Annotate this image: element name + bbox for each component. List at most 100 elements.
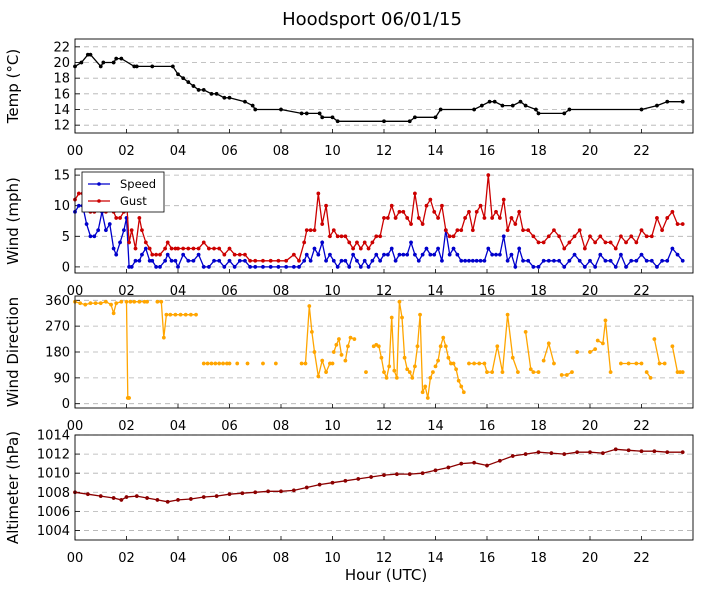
data-point-gust — [227, 246, 232, 251]
data-point-speed — [154, 264, 159, 269]
data-point-speed — [243, 258, 247, 263]
data-point-temperature — [492, 99, 497, 104]
data-point-altimeter — [155, 497, 160, 502]
data-point-direction — [446, 355, 451, 360]
data-point-gust — [405, 215, 410, 220]
data-point-direction — [559, 373, 564, 377]
data-point-gust — [494, 209, 498, 214]
x-tick-label: 16 — [479, 419, 496, 434]
series-line-altimeter — [74, 448, 683, 503]
data-point-gust — [509, 215, 514, 220]
data-point-speed — [232, 264, 237, 269]
data-point-temperature — [320, 115, 325, 120]
data-point-speed — [494, 252, 498, 257]
data-point-speed — [447, 252, 452, 257]
data-point-gust — [212, 246, 217, 251]
data-point-speed — [308, 258, 313, 263]
data-point-gust — [562, 246, 567, 251]
data-point-altimeter — [119, 497, 124, 502]
data-point-temperature — [101, 60, 106, 65]
data-point-speed — [531, 264, 536, 269]
data-point-direction — [451, 361, 456, 366]
data-point-gust — [385, 215, 390, 220]
data-point-direction — [387, 364, 392, 369]
data-point-speed — [501, 234, 506, 239]
data-point-gust — [463, 215, 468, 220]
series-line-direction — [333, 336, 343, 356]
data-point-altimeter — [523, 452, 528, 457]
data-point-temperature — [510, 103, 515, 108]
data-point-gust — [297, 258, 301, 263]
data-point-speed — [137, 258, 142, 263]
x-tick-label: 22 — [633, 419, 650, 434]
data-point-altimeter — [304, 485, 309, 490]
data-point-gust — [253, 258, 258, 263]
x-tick-label: 08 — [273, 144, 290, 159]
data-point-direction — [570, 370, 574, 375]
data-point-direction — [433, 364, 438, 369]
data-point-altimeter — [497, 458, 502, 463]
data-point-temperature — [639, 107, 644, 112]
data-point-speed — [355, 258, 359, 263]
data-point-temperature — [279, 107, 283, 112]
data-point-direction — [459, 384, 464, 389]
data-point-temperature — [243, 99, 247, 104]
data-point-gust — [482, 215, 487, 220]
x-tick-label: 18 — [530, 144, 547, 159]
data-point-speed — [237, 258, 242, 263]
data-point-speed — [378, 258, 383, 263]
data-point-gust — [649, 234, 654, 239]
data-point-gust — [154, 252, 159, 257]
data-point-gust — [541, 240, 546, 245]
series-line-direction — [597, 320, 612, 373]
data-point-speed — [339, 258, 344, 263]
data-point-direction — [595, 338, 600, 343]
data-point-direction — [394, 375, 399, 380]
data-point-speed — [432, 252, 437, 257]
data-point-speed — [206, 264, 211, 269]
data-point-gust — [320, 222, 325, 227]
data-point-altimeter — [98, 494, 103, 499]
data-point-speed — [393, 258, 398, 263]
data-point-gust — [196, 246, 201, 251]
data-point-direction — [536, 370, 541, 375]
data-point-temperature — [98, 64, 103, 69]
data-point-speed — [459, 258, 464, 263]
data-point-altimeter — [536, 450, 541, 455]
data-point-direction — [178, 312, 183, 317]
data-point-direction — [515, 370, 520, 375]
data-point-gust — [603, 240, 608, 245]
data-point-direction — [379, 355, 384, 360]
y-tick-label: 14 — [53, 103, 70, 118]
data-point-direction — [384, 375, 389, 380]
data-point-speed — [276, 264, 281, 269]
data-point-altimeter — [549, 451, 554, 456]
data-point-gust — [634, 240, 639, 245]
x-tick-label: 08 — [273, 419, 290, 434]
data-point-altimeter — [369, 475, 374, 479]
plot-frame-direction — [74, 295, 694, 409]
data-point-direction — [626, 361, 631, 366]
data-point-gust — [129, 228, 134, 233]
data-point-speed — [268, 264, 273, 269]
data-point-speed — [680, 258, 685, 263]
data-point-altimeter — [85, 492, 90, 497]
x-tick-label: 02 — [118, 551, 135, 566]
data-point-temperature — [438, 107, 443, 112]
data-point-gust — [137, 215, 142, 220]
plot-frame-wind — [74, 168, 694, 274]
data-point-direction — [78, 301, 83, 306]
data-point-temperature — [317, 111, 322, 116]
data-point-speed — [675, 252, 680, 257]
data-point-direction — [485, 370, 489, 375]
data-point-speed — [84, 222, 89, 227]
data-point-gust — [428, 197, 433, 202]
data-point-direction — [88, 301, 93, 306]
data-point-gust — [114, 215, 119, 220]
data-point-speed — [169, 258, 174, 263]
data-point-gust — [397, 209, 402, 214]
data-point-speed — [370, 258, 375, 263]
data-point-temperature — [304, 111, 309, 116]
y-tick-label: 12 — [53, 119, 70, 134]
data-point-altimeter — [176, 497, 180, 502]
